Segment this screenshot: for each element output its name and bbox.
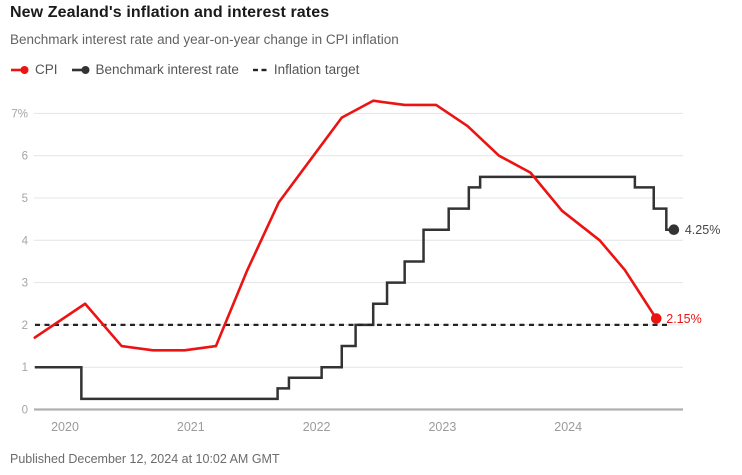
y-axis-tick-label: 6 — [22, 151, 28, 163]
y-axis-tick-label: 1 — [22, 362, 28, 374]
x-axis-tick-label: 2024 — [554, 420, 582, 434]
y-axis-tick-label: 4 — [22, 235, 29, 247]
legend-item-cpi: CPI — [10, 62, 58, 77]
gridlines — [34, 112, 683, 411]
axis-tick-labels: 0 1 2 3 4 5 6 7% 2020 2021 2022 2023 2024 — [11, 108, 582, 434]
x-axis-tick-label: 2023 — [428, 420, 456, 434]
dashed-line-icon — [252, 65, 268, 75]
cpi-end-dot — [650, 313, 662, 324]
y-axis-tick-label: 3 — [22, 278, 28, 290]
benchmark-end-value-label: 4.25% — [685, 223, 720, 237]
legend-item-benchmark-rate: Benchmark interest rate — [71, 62, 239, 77]
y-axis-tick-label: 5 — [22, 193, 28, 205]
legend-label-inflation-target: Inflation target — [273, 62, 360, 77]
legend-label-benchmark-rate: Benchmark interest rate — [95, 62, 239, 77]
y-axis-tick-label: 0 — [22, 405, 28, 417]
x-axis-tick-label: 2020 — [51, 420, 79, 434]
x-axis-tick-label: 2021 — [177, 420, 205, 434]
chart-legend: CPI Benchmark interest rate Inflation ta… — [10, 62, 359, 77]
benchmark-line-dot-icon — [71, 65, 90, 75]
series-end-dots — [650, 224, 680, 324]
published-timestamp: Published December 12, 2024 at 10:02 AM … — [10, 452, 280, 466]
benchmark-end-dot — [668, 224, 680, 236]
cpi-end-value-label: 2.15% — [666, 312, 701, 326]
cpi-line — [33, 99, 658, 352]
chart-series — [33, 99, 674, 401]
legend-label-cpi: CPI — [35, 62, 58, 77]
x-axis-tick-label: 2022 — [303, 420, 331, 434]
chart-subtitle: Benchmark interest rate and year-on-year… — [10, 32, 399, 47]
y-axis-tick-label: 2 — [22, 320, 28, 332]
y-axis-tick-label: 7% — [11, 108, 28, 120]
legend-item-inflation-target: Inflation target — [252, 62, 360, 77]
cpi-line-dot-icon — [10, 65, 29, 75]
page-title: New Zealand's inflation and interest rat… — [10, 4, 330, 21]
benchmark-rate-line — [34, 175, 674, 401]
